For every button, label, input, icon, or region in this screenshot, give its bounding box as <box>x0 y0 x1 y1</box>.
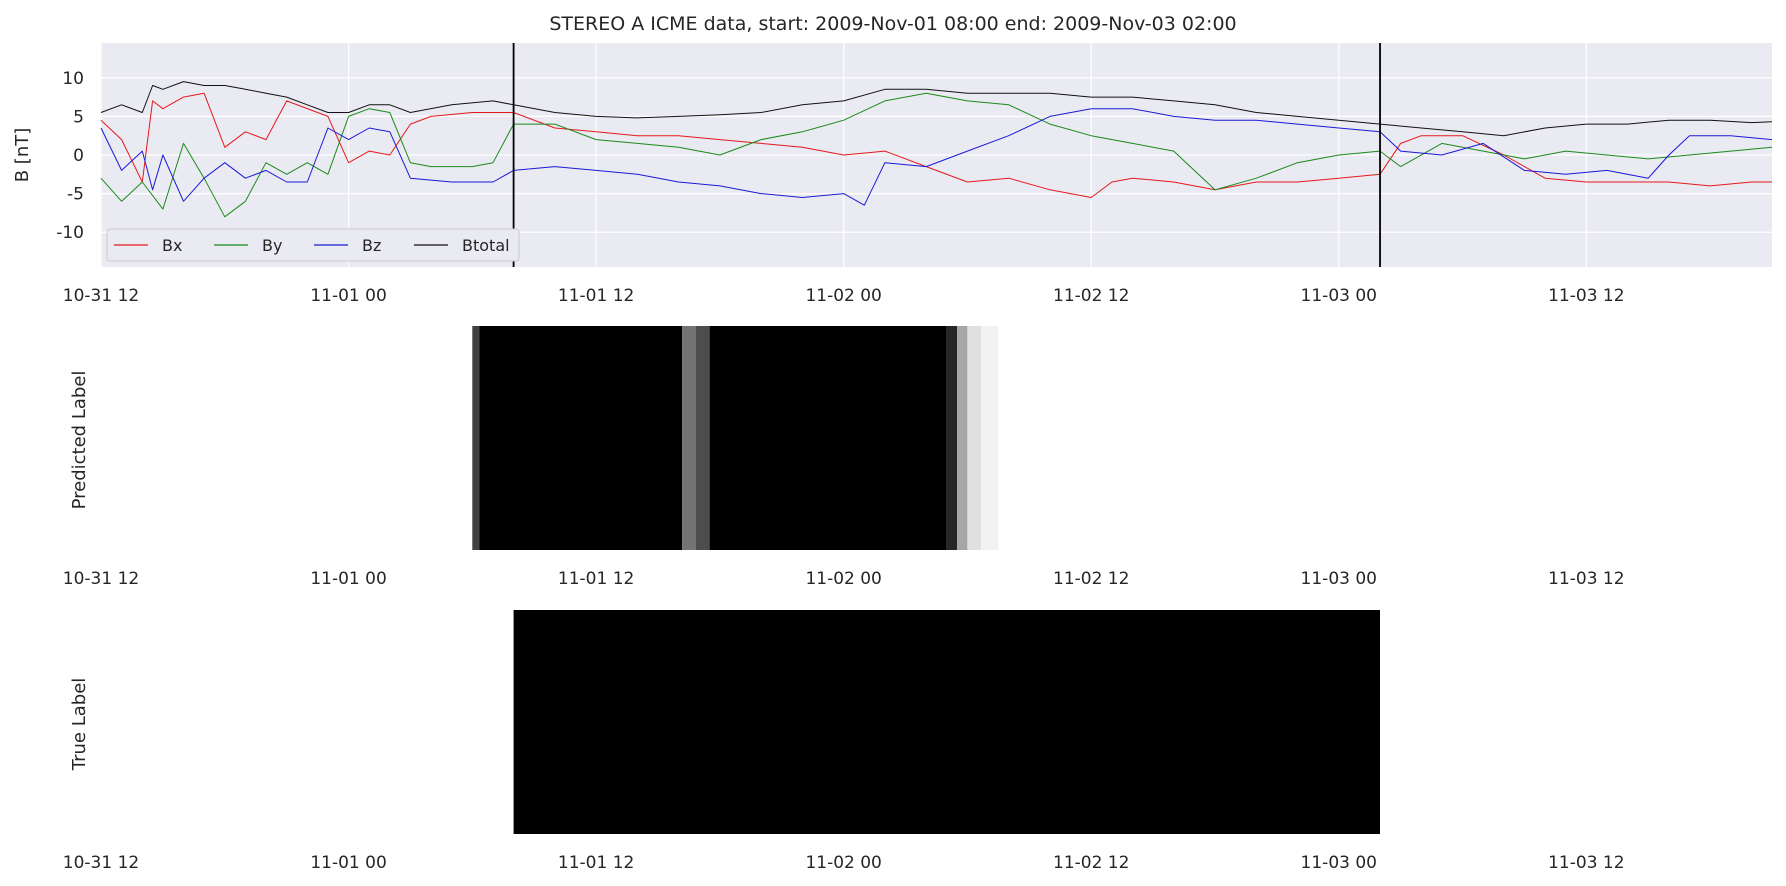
legend-label-bx: Bx <box>162 236 182 255</box>
predicted-label-axis-title: Predicted Label <box>69 371 90 510</box>
x-tick-label: 11-02 12 <box>1053 286 1129 306</box>
x-tick-labels-panel-1: 10-31 12 11-01 00 11-01 12 11-02 00 11-02 12… <box>63 286 1625 306</box>
predicted-label-segment <box>967 326 982 550</box>
x-tick-label: 11-01 00 <box>310 286 386 306</box>
x-tick-label: 11-01 12 <box>558 569 634 589</box>
legend-box <box>106 228 520 262</box>
predicted-label-segment <box>981 326 999 550</box>
true-label-axis-title: True Label <box>69 678 90 772</box>
x-tick-label: 11-02 12 <box>1053 569 1129 589</box>
predicted-label-segment <box>709 326 947 550</box>
predicted-label-segment <box>682 326 696 550</box>
x-tick-label: 11-01 12 <box>558 286 634 306</box>
predicted-label-strip <box>472 326 999 550</box>
y-tick-label: 5 <box>73 107 84 127</box>
x-tick-label: 11-03 12 <box>1548 853 1624 873</box>
x-tick-label: 10-31 12 <box>63 569 139 589</box>
x-tick-label: 11-02 00 <box>805 853 881 873</box>
series-line-bx <box>100 92 1772 198</box>
y-tick-label: -5 <box>67 185 84 205</box>
predicted-label-segment <box>472 326 480 550</box>
true-label-panel: True Label <box>69 610 1380 834</box>
legend-label-bz: Bz <box>362 236 381 255</box>
y-tick-label: 10 <box>62 69 84 89</box>
legend: Bx By Bz Btotal <box>106 228 520 262</box>
x-tick-label: 10-31 12 <box>63 286 139 306</box>
y-tick-label: -10 <box>56 223 84 243</box>
x-tick-label: 11-03 12 <box>1548 286 1624 306</box>
predicted-label-segment <box>695 326 710 550</box>
legend-label-btotal: Btotal <box>462 236 510 255</box>
predicted-label-segment <box>957 326 968 550</box>
predicted-label-segment <box>479 326 683 550</box>
magnetic-field-panel: -10 -5 0 5 10 B [nT] Bx By Bz Btotal <box>12 43 1773 267</box>
x-tick-label: 11-03 00 <box>1301 853 1377 873</box>
x-tick-label: 11-01 00 <box>310 569 386 589</box>
y-axis-label: B [nT] <box>12 128 33 183</box>
y-tick-label: 0 <box>73 146 84 166</box>
x-tick-label: 11-02 00 <box>805 569 881 589</box>
series-lines <box>100 81 1773 218</box>
chart-title: STEREO A ICME data, start: 2009-Nov-01 0… <box>549 13 1236 35</box>
series-line-by <box>100 92 1773 218</box>
x-tick-label: 11-03 00 <box>1301 569 1377 589</box>
x-tick-label: 11-01 12 <box>558 853 634 873</box>
x-tick-labels-panel-2: 10-31 12 11-01 00 11-01 12 11-02 00 11-02 12… <box>63 569 1625 589</box>
predicted-label-segment <box>946 326 958 550</box>
x-tick-label: 11-01 00 <box>310 853 386 873</box>
legend-label-by: By <box>262 236 282 255</box>
y-tick-labels: -10 -5 0 5 10 <box>56 69 84 243</box>
x-tick-label: 11-02 00 <box>805 286 881 306</box>
series-line-btotal <box>100 81 1773 137</box>
x-tick-label: 11-03 00 <box>1301 286 1377 306</box>
true-label-segment <box>513 610 1380 834</box>
x-tick-label: 10-31 12 <box>63 853 139 873</box>
predicted-label-panel: Predicted Label <box>69 326 999 550</box>
x-tick-label: 11-02 12 <box>1053 853 1129 873</box>
x-tick-label: 11-03 12 <box>1548 569 1624 589</box>
x-tick-labels-panel-3: 10-31 12 11-01 00 11-01 12 11-02 00 11-02 12… <box>63 853 1625 873</box>
true-label-strip <box>513 610 1380 834</box>
series-line-bz <box>100 108 1773 206</box>
